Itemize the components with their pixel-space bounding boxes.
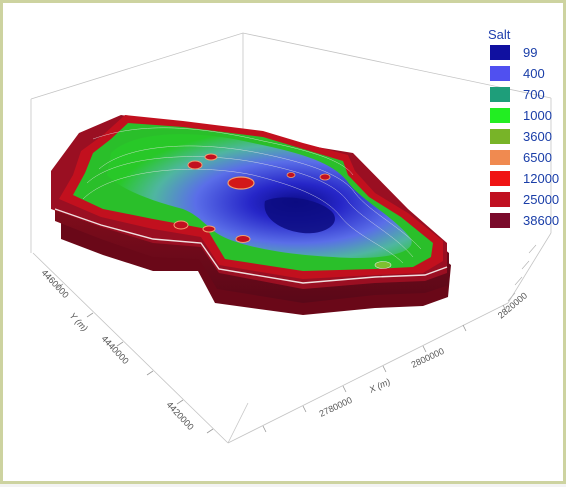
surface-lake <box>107 134 412 259</box>
x-tick <box>462 324 467 332</box>
legend: Salt 99 400 700 1000 3600 6500 12000 25000 38600 <box>488 27 559 228</box>
box-top-back-edges <box>30 32 552 100</box>
surface-top <box>59 115 443 279</box>
legend-label: 700 <box>523 87 545 102</box>
salt-3d-plot: 4460000 4440000 4420000 Y (m) 2780000 28… <box>30 27 559 444</box>
box-front-vertical <box>227 402 249 444</box>
y-tick <box>206 428 214 434</box>
y-axis-line <box>32 252 229 444</box>
z-axis-ticks <box>507 244 537 302</box>
z-tick <box>528 244 537 254</box>
hotspot <box>173 220 189 230</box>
surface-rim-highlight <box>54 208 448 284</box>
legend-swatch <box>490 213 510 228</box>
contour-line <box>98 145 422 250</box>
x-tick <box>422 345 427 353</box>
legend-swatch <box>490 45 510 60</box>
contour-lines <box>82 127 422 264</box>
z-tick <box>514 276 523 286</box>
legend-swatch <box>490 129 510 144</box>
y-tick <box>86 312 94 318</box>
x-axis-line <box>227 302 509 444</box>
surface-deep-basin <box>264 197 335 234</box>
legend-label: 99 <box>523 45 537 60</box>
y-tick <box>146 370 154 376</box>
legend-label: 12000 <box>523 171 559 186</box>
hotspot <box>319 173 331 181</box>
plot-box <box>30 32 552 444</box>
z-tick <box>521 260 530 270</box>
legend-label: 3600 <box>523 129 552 144</box>
y-axis-title: Y (m) <box>68 311 90 334</box>
legend-label: 6500 <box>523 150 552 165</box>
legend-swatch <box>490 66 510 81</box>
hotspot <box>202 225 216 233</box>
legend-swatch <box>490 150 510 165</box>
y-tick-label: 4460000 <box>40 268 71 300</box>
contour-line <box>82 169 404 264</box>
contour-line <box>86 156 414 258</box>
hotspot <box>204 153 218 161</box>
legend-swatch <box>490 192 510 207</box>
salt-hotspots <box>173 153 392 269</box>
hotspot <box>286 172 296 178</box>
legend-label: 400 <box>523 66 545 81</box>
box-front-right-edge <box>507 232 552 304</box>
y-tick <box>56 283 64 289</box>
x-tick <box>502 304 507 312</box>
y-tick-label: 4440000 <box>100 334 131 366</box>
y-tick <box>176 399 184 405</box>
hotspot <box>227 176 255 190</box>
legend-swatch <box>490 171 510 186</box>
z-tick <box>507 292 516 302</box>
axis-ticks <box>56 283 507 434</box>
legend-title: Salt <box>488 27 511 42</box>
legend-swatch <box>490 87 510 102</box>
y-tick <box>116 341 124 347</box>
hotspot <box>374 261 392 269</box>
legend-label: 38600 <box>523 213 559 228</box>
x-axis-title: X (m) <box>367 376 392 395</box>
legend-items: 99 400 700 1000 3600 6500 12000 25000 38600 <box>490 45 559 228</box>
x-tick <box>342 385 347 393</box>
legend-label: 25000 <box>523 192 559 207</box>
x-tick-label: 2780000 <box>318 395 354 419</box>
x-tick <box>262 425 267 433</box>
legend-swatch <box>490 108 510 123</box>
hotspot <box>187 160 203 170</box>
hotspot <box>235 235 251 243</box>
contour-line <box>92 127 354 176</box>
x-tick-label: 2820000 <box>496 290 529 320</box>
y-tick-label: 4420000 <box>165 400 196 432</box>
legend-label: 1000 <box>523 108 552 123</box>
x-tick <box>382 365 387 373</box>
x-tick <box>302 405 307 413</box>
